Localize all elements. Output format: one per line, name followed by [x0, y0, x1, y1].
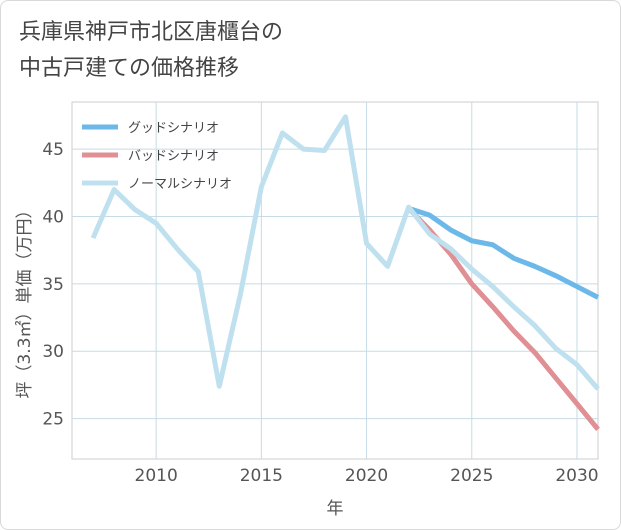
chart-title: 兵庫県神戸市北区唐櫃台の 中古戸建ての価格推移: [19, 15, 283, 87]
y-tick-label: 45: [42, 140, 64, 160]
series-layer: [90, 114, 600, 431]
y-tick-label: 40: [42, 208, 64, 228]
x-tick-labels: 2010 2015 2020 2025 2030: [135, 466, 599, 486]
legend-label: バッドシナリオ: [128, 149, 219, 164]
good-scenario-line: [407, 206, 600, 300]
legend-label: ノーマルシナリオ: [128, 177, 232, 192]
legend-bad-scenario: バッドシナリオ: [82, 149, 219, 164]
legend-label: グッドシナリオ: [128, 121, 219, 136]
chart-title-line-2: 中古戸建ての価格推移: [19, 56, 240, 81]
normal-scenario-line: [90, 114, 600, 391]
x-tick-label: 2025: [450, 466, 493, 486]
plot-area: [71, 101, 599, 460]
y-tick-label: 30: [42, 342, 64, 362]
y-tick-label: 25: [42, 410, 64, 430]
x-tick-label: 2020: [345, 466, 388, 486]
y-axis-label: 坪（3.3㎡）単価（万円）: [15, 201, 35, 398]
x-tick-label: 2015: [240, 466, 283, 486]
x-tick-label: 2030: [555, 466, 598, 486]
y-tick-labels: 25 30 35 40 45: [42, 140, 64, 429]
x-axis-label: 年: [327, 499, 344, 519]
x-tick-label: 2010: [135, 466, 178, 486]
legend-good-scenario: グッドシナリオ: [82, 121, 219, 136]
legend-normal-scenario: ノーマルシナリオ: [82, 177, 232, 192]
chart-title-line-1: 兵庫県神戸市北区唐櫃台の: [19, 20, 284, 45]
y-tick-label: 35: [42, 275, 64, 295]
